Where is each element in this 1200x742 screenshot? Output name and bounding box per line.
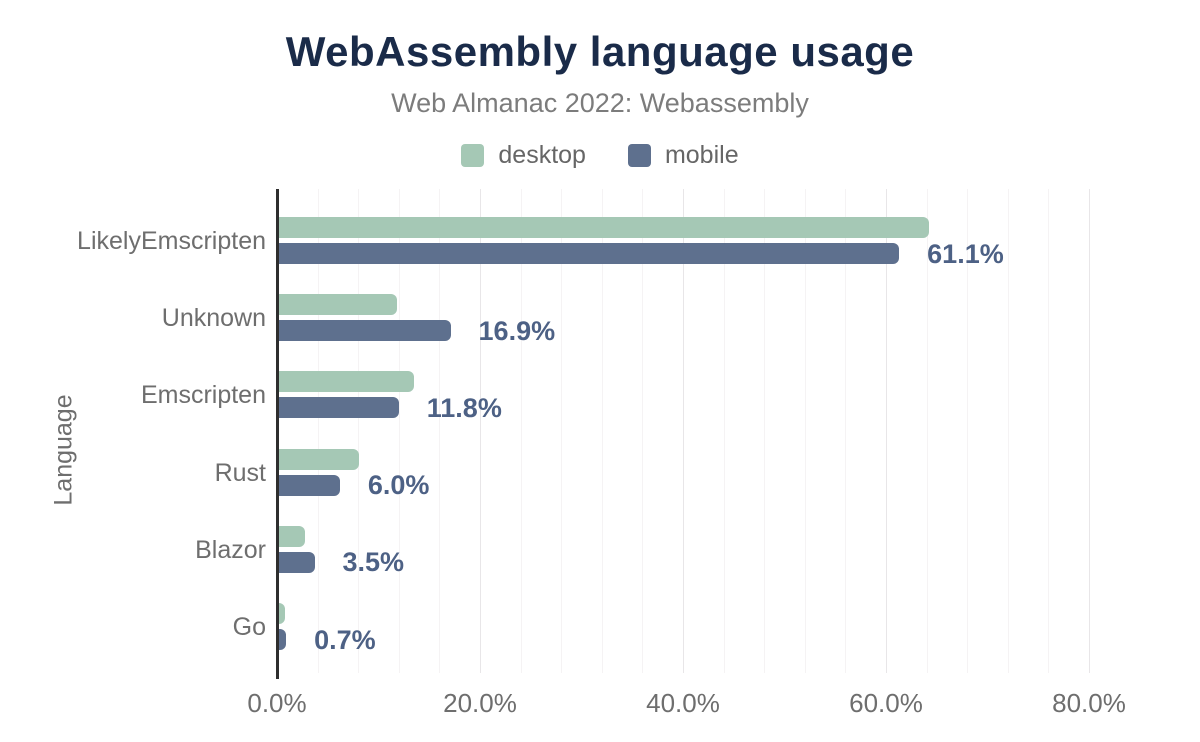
minor-gridline: [561, 189, 562, 673]
minor-gridline: [1048, 189, 1049, 673]
x-tick-label: 40.0%: [646, 688, 720, 718]
bar-desktop-unknown[interactable]: [279, 294, 397, 316]
plot-area: [276, 189, 1100, 679]
legend-label-mobile: mobile: [664, 141, 739, 169]
major-gridline: [480, 189, 481, 673]
minor-gridline: [805, 189, 806, 673]
x-tick-label: 20.0%: [443, 688, 517, 718]
minor-gridline: [358, 189, 359, 673]
value-label: 16.9%: [478, 315, 556, 346]
bar-mobile-rust[interactable]: [279, 474, 340, 496]
minor-gridline: [399, 189, 400, 673]
desktop-swatch-icon: [461, 144, 485, 167]
category-label: Go: [232, 613, 266, 641]
legend-item-desktop[interactable]: desktop: [461, 141, 586, 170]
bar-desktop-emscripten[interactable]: [279, 371, 414, 393]
x-tick-label: 0.0%: [247, 688, 307, 718]
y-axis-line: [276, 189, 279, 679]
x-tick-label: 80.0%: [1052, 688, 1126, 718]
bar-desktop-rust[interactable]: [279, 448, 360, 470]
bar-mobile-blazor[interactable]: [279, 551, 315, 573]
major-gridline: [1089, 189, 1090, 673]
bar-desktop-likelyemscripten[interactable]: [279, 217, 929, 238]
minor-gridline: [602, 189, 603, 673]
mobile-swatch-icon: [627, 144, 651, 167]
legend: desktop mobile: [0, 141, 1200, 170]
minor-gridline: [845, 189, 846, 673]
y-axis-title: Language: [49, 394, 78, 506]
value-label: 11.8%: [426, 392, 502, 423]
category-label: LikelyEmscripten: [77, 227, 266, 255]
value-label: 6.0%: [367, 470, 430, 501]
category-label: Rust: [214, 458, 266, 487]
minor-gridline: [724, 189, 725, 673]
bar-desktop-blazor[interactable]: [279, 525, 306, 547]
minor-gridline: [642, 189, 643, 673]
category-label: Emscripten: [140, 381, 266, 410]
category-label: Unknown: [161, 304, 266, 333]
value-label: 61.1%: [927, 238, 1004, 269]
category-label: Blazor: [195, 535, 266, 564]
minor-gridline: [521, 189, 522, 673]
minor-gridline: [967, 189, 968, 673]
value-label: 3.5%: [342, 547, 405, 578]
minor-gridline: [927, 189, 928, 673]
minor-gridline: [764, 189, 765, 673]
chart-title: WebAssembly language usage: [285, 28, 915, 75]
value-label: 0.7%: [314, 624, 376, 655]
bar-mobile-emscripten[interactable]: [279, 397, 399, 419]
x-tick-label: 60.0%: [849, 688, 923, 718]
legend-label-desktop: desktop: [498, 141, 586, 169]
bar-mobile-likelyemscripten[interactable]: [279, 243, 900, 264]
minor-gridline: [1008, 189, 1009, 673]
chart-subtitle: Web Almanac 2022: Webassembly: [391, 88, 809, 118]
legend-item-mobile[interactable]: mobile: [627, 141, 739, 170]
minor-gridline: [318, 189, 319, 673]
minor-gridline: [439, 189, 440, 673]
bar-desktop-go[interactable]: [279, 603, 286, 624]
major-gridline: [683, 189, 684, 673]
bar-mobile-go[interactable]: [279, 629, 287, 650]
major-gridline: [886, 189, 887, 673]
bar-mobile-unknown[interactable]: [279, 320, 451, 342]
